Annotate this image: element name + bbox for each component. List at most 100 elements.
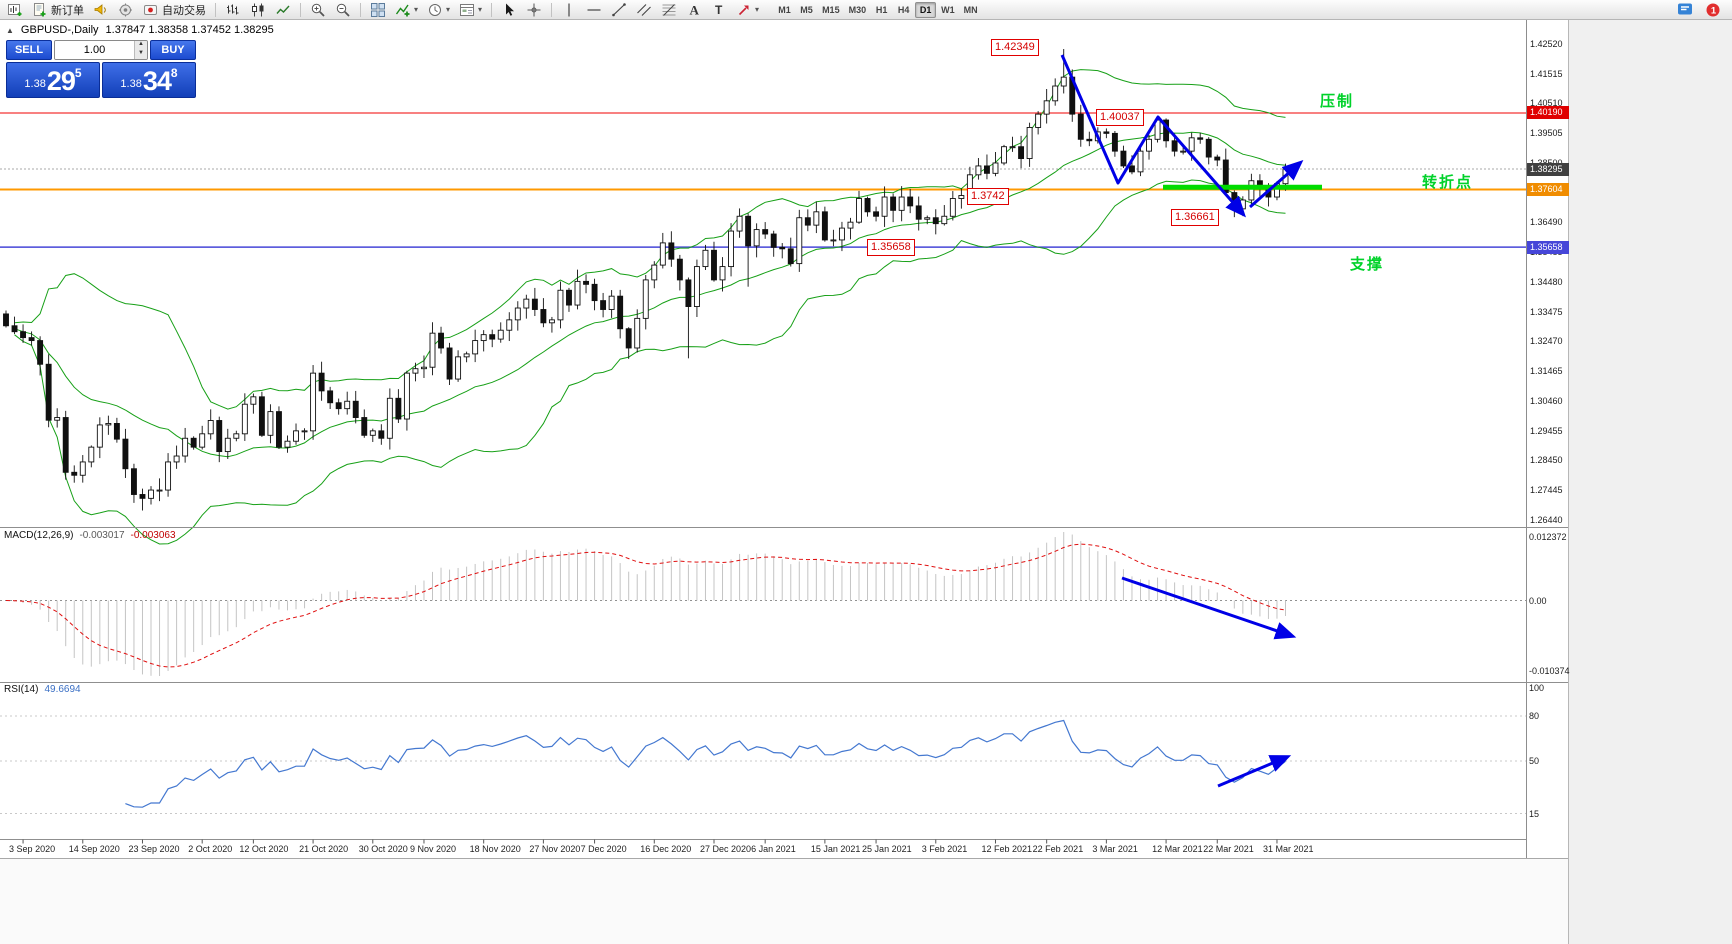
candlestick-mode-icon bbox=[250, 2, 266, 18]
toolbar-crosshair-tool-button[interactable] bbox=[522, 1, 546, 19]
toolbar-text-tool-button[interactable]: A bbox=[682, 1, 706, 19]
price-annotation[interactable]: 1.3742 bbox=[967, 188, 1009, 205]
lot-increase-button[interactable]: ▲ bbox=[135, 41, 147, 50]
price-scale-label: 1.41515 bbox=[1530, 68, 1563, 79]
rsi-trend-arrow[interactable] bbox=[1217, 755, 1292, 788]
timeframe-m1[interactable]: M1 bbox=[778, 4, 791, 15]
price-annotation[interactable]: 1.40037 bbox=[1096, 109, 1144, 126]
price-annotation[interactable]: 1.36661 bbox=[1171, 209, 1219, 226]
toolbar-cursor-tool-button[interactable] bbox=[497, 1, 521, 19]
toolbar-alerts-button[interactable] bbox=[89, 1, 113, 19]
toolbar-notifications-button[interactable]: 1 bbox=[1701, 1, 1725, 19]
toolbar-vertical-line-tool-button[interactable] bbox=[557, 1, 581, 19]
timeframe-h4[interactable]: H4 bbox=[897, 4, 910, 15]
time-axis[interactable]: 3 Sep 2020 14 Sep 2020 23 Sep 2020 2 Oct 20… bbox=[0, 840, 1526, 858]
rsi-panel-splitter[interactable] bbox=[0, 682, 1568, 683]
up-arrow-drawing[interactable] bbox=[1249, 160, 1304, 209]
toolbar-channel-tool-button[interactable] bbox=[632, 1, 656, 19]
toolbar: 新订单 自动交易 ▾ ▾ ▾ A T ▾ M1 M5 M15 M30 H1 H4 D1 W1 MN 1 bbox=[0, 0, 1732, 20]
rsi-levels bbox=[0, 715, 1526, 814]
toolbar-autotrading-button[interactable]: 自动交易 bbox=[139, 1, 210, 19]
lot-size-field: ▲ ▼ bbox=[54, 40, 148, 60]
chart-area[interactable]: ▲ GBPUSD-,Daily 1.37847 1.38358 1.37452 … bbox=[0, 20, 1527, 858]
lot-size-input[interactable] bbox=[55, 41, 134, 59]
periods-caret-icon: ▾ bbox=[446, 5, 451, 14]
timeframe-m5[interactable]: M5 bbox=[800, 4, 813, 15]
lot-decrease-button[interactable]: ▼ bbox=[135, 50, 147, 59]
autotrading-label: 自动交易 bbox=[162, 4, 206, 17]
symbol-name: GBPUSD-,Daily bbox=[20, 24, 99, 36]
channel-tool-icon bbox=[636, 2, 652, 18]
toolbar-zoom-in-button[interactable] bbox=[306, 1, 330, 19]
toolbar-community-button[interactable] bbox=[1673, 1, 1697, 19]
lot-size-stepper: ▲ ▼ bbox=[134, 41, 147, 59]
price-scale-label: 1.36490 bbox=[1530, 217, 1563, 228]
toolbar-bar-chart-mode-button[interactable] bbox=[221, 1, 245, 19]
time-axis-label: 25 Jan 2021 bbox=[862, 844, 912, 854]
toolbar-label-tool-button[interactable]: T bbox=[707, 1, 731, 19]
toolbar-indicators-button[interactable]: ▾ bbox=[391, 1, 422, 19]
rsi-line bbox=[125, 719, 1286, 808]
toolbar-new-chart-button[interactable] bbox=[3, 1, 27, 19]
bid-price-button[interactable]: 1.38 29 5 bbox=[6, 62, 100, 98]
text-annotation-support[interactable]: 支撑 bbox=[1350, 256, 1385, 273]
toolbar-trendline-tool-button[interactable] bbox=[607, 1, 631, 19]
macd-indicator-label: MACD(12,26,9) -0.003017 -0.003063 bbox=[4, 530, 176, 541]
toolbar-templates-button[interactable]: ▾ bbox=[455, 1, 486, 19]
one-click-trading-panel: SELL ▲ ▼ BUY 1.38 29 5 1.38 bbox=[6, 40, 196, 98]
time-axis-label: 16 Dec 2020 bbox=[640, 844, 692, 854]
macd-trend-arrow[interactable] bbox=[1121, 576, 1297, 640]
toolbar-new-order-button[interactable]: 新订单 bbox=[28, 1, 88, 19]
macd-panel-splitter[interactable] bbox=[0, 527, 1568, 528]
toolbar-separator bbox=[551, 2, 553, 17]
toolbar-periods-button[interactable]: ▾ bbox=[423, 1, 454, 19]
ask-pipette: 8 bbox=[170, 66, 178, 80]
timeframe-mn[interactable]: MN bbox=[963, 4, 978, 15]
time-axis-label: 14 Sep 2020 bbox=[68, 844, 120, 854]
timeframe-m15[interactable]: M15 bbox=[822, 4, 840, 15]
toolbar-arrows-tool-button[interactable]: ▾ bbox=[732, 1, 763, 19]
text-annotation-pivot[interactable]: 转折点 bbox=[1422, 174, 1474, 191]
toolbar-horizontal-line-tool-button[interactable] bbox=[582, 1, 606, 19]
toolbar-candlestick-mode-button[interactable] bbox=[246, 1, 270, 19]
horizontal-lines[interactable] bbox=[0, 112, 1526, 248]
time-axis-label: 3 Sep 2020 bbox=[9, 844, 56, 854]
text-annotation-resistance[interactable]: 压制 bbox=[1320, 93, 1355, 110]
buy-button[interactable]: BUY bbox=[150, 40, 196, 60]
text-tool-icon: A bbox=[686, 2, 702, 18]
bollinger-bands bbox=[14, 69, 1286, 545]
right-empty-area bbox=[1568, 20, 1732, 944]
toolbar-fibonacci-tool-button[interactable] bbox=[657, 1, 681, 19]
candlesticks bbox=[3, 49, 1289, 511]
toolbar-separator bbox=[300, 2, 301, 17]
price-scale-label: 1.30460 bbox=[1530, 395, 1563, 406]
zigzag-drawing[interactable] bbox=[1060, 54, 1246, 218]
sell-button[interactable]: SELL bbox=[6, 40, 52, 60]
timeframe-h1[interactable]: H1 bbox=[875, 4, 888, 15]
macd-scale-max: 0.012372 bbox=[1529, 532, 1567, 542]
new-order-icon bbox=[32, 2, 48, 18]
price-annotation[interactable]: 1.42349 bbox=[991, 39, 1039, 56]
arrows-tool-icon bbox=[736, 2, 752, 18]
toolbar-experts-button[interactable] bbox=[114, 1, 138, 19]
price-scale[interactable]: 1.425201.415151.405101.395051.385001.374… bbox=[1526, 20, 1570, 858]
time-axis-ticks bbox=[0, 839, 1526, 844]
toolbar-separator bbox=[360, 2, 361, 17]
time-axis-label: 18 Nov 2020 bbox=[469, 844, 521, 854]
timeframe-w1[interactable]: W1 bbox=[941, 4, 955, 15]
toolbar-zoom-out-button[interactable] bbox=[331, 1, 355, 19]
toolbar-line-chart-mode-button[interactable] bbox=[271, 1, 295, 19]
price-annotation[interactable]: 1.35658 bbox=[867, 239, 915, 256]
periods-icon bbox=[427, 2, 443, 18]
svg-text:A: A bbox=[690, 2, 700, 17]
timeframe-d1[interactable]: D1 bbox=[915, 1, 937, 18]
templates-icon bbox=[459, 2, 475, 18]
timeframe-m30[interactable]: M30 bbox=[848, 4, 867, 15]
toolbar-tile-windows-button[interactable] bbox=[366, 1, 390, 19]
zoom-in-icon bbox=[310, 2, 326, 18]
chart-window-icon[interactable]: ▲ bbox=[6, 25, 14, 35]
toolbar-separator bbox=[215, 2, 216, 17]
timeframe-group: M1 M5 M15 M30 H1 H4 D1 W1 MN bbox=[774, 1, 982, 18]
ask-price-button[interactable]: 1.38 34 8 bbox=[102, 62, 196, 98]
